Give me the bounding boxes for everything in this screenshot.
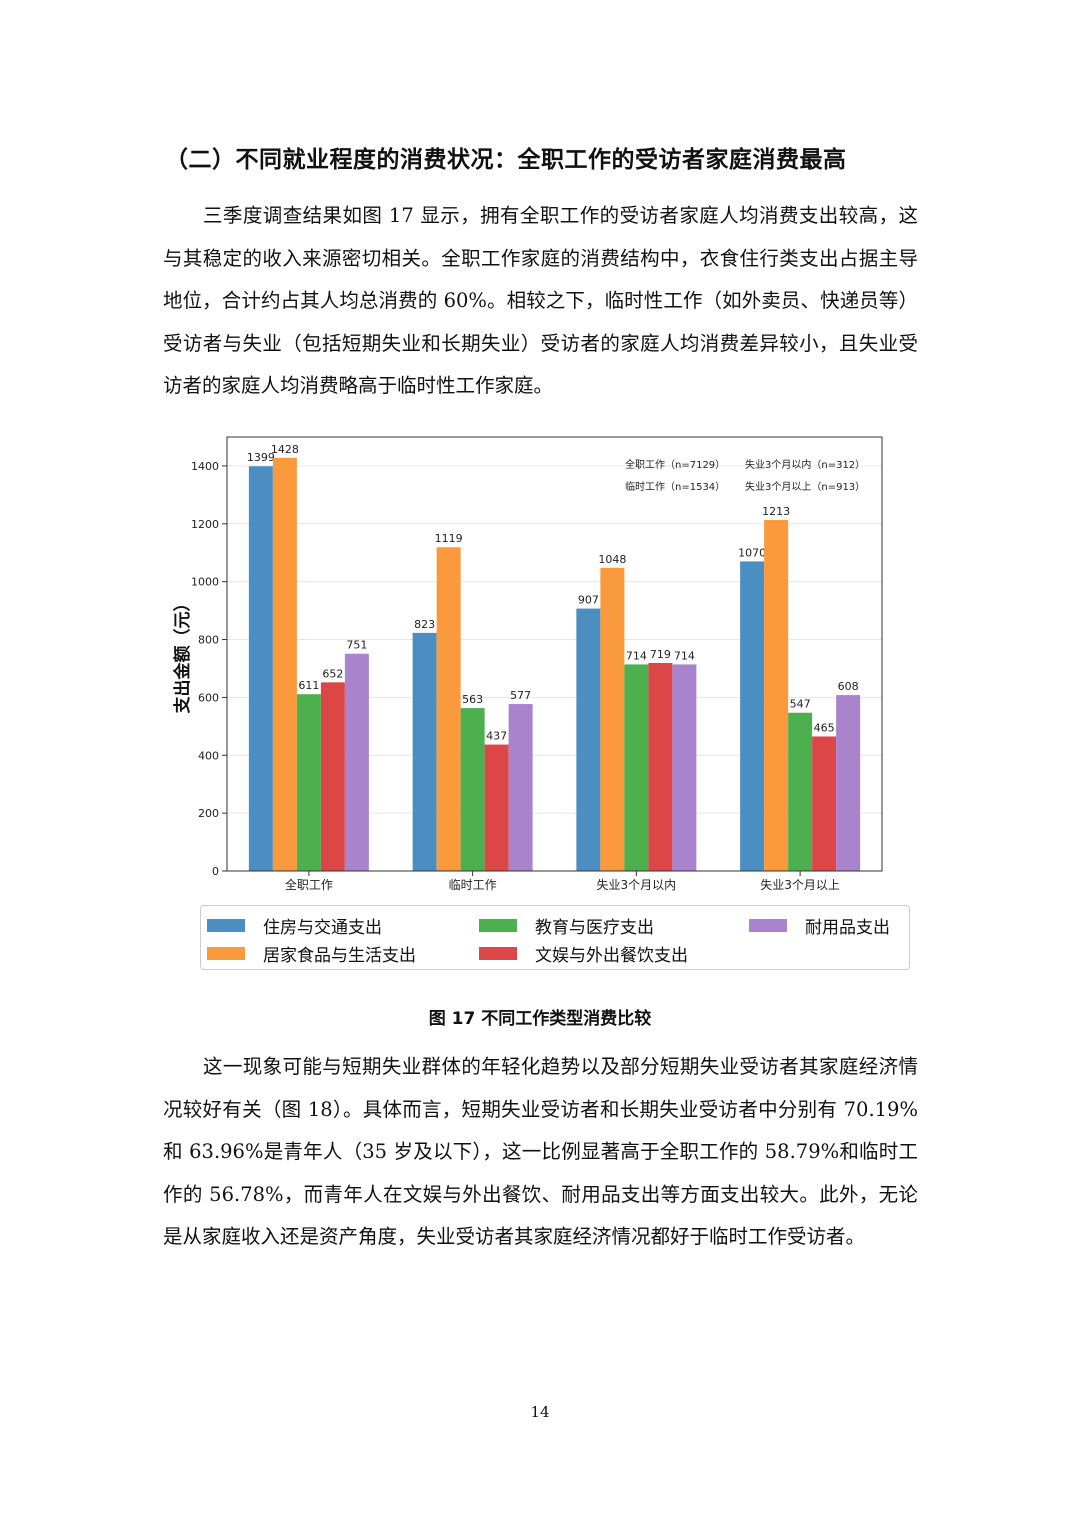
bar bbox=[788, 712, 813, 871]
section-heading: （二）不同就业程度的消费状况：全职工作的受访者家庭消费最高 bbox=[165, 147, 847, 173]
bar bbox=[460, 708, 485, 871]
legend-label: 教育与医疗支出 bbox=[535, 918, 654, 938]
bar-value-label: 465 bbox=[814, 721, 835, 734]
y-tick-label: 0 bbox=[212, 865, 219, 878]
bar bbox=[624, 664, 649, 871]
sample-size-label: 失业3个月以上（n=913） bbox=[745, 480, 865, 493]
bar-value-label: 608 bbox=[838, 680, 859, 693]
bar-value-label: 437 bbox=[486, 730, 507, 743]
bar-value-label: 1213 bbox=[762, 505, 790, 518]
legend-label: 文娱与外出餐饮支出 bbox=[535, 946, 688, 966]
bar-value-label: 714 bbox=[626, 649, 647, 662]
bar-value-label: 1399 bbox=[247, 451, 275, 464]
y-tick-label: 400 bbox=[198, 749, 219, 762]
bar bbox=[648, 662, 673, 871]
bar bbox=[672, 664, 697, 871]
bar bbox=[412, 632, 437, 871]
y-tick-label: 1000 bbox=[191, 576, 219, 589]
bar bbox=[248, 466, 273, 871]
bar bbox=[296, 694, 321, 871]
legend-label: 住房与交通支出 bbox=[263, 918, 382, 938]
paragraph-1: 三季度调查结果如图 17 显示，拥有全职工作的受访者家庭人均消费支出较高，这与其… bbox=[163, 195, 918, 408]
y-tick-label: 200 bbox=[198, 807, 219, 820]
bar bbox=[484, 744, 509, 871]
legend-item: 文娱与外出餐饮支出 bbox=[479, 941, 688, 966]
legend-item: 居家食品与生活支出 bbox=[207, 941, 416, 966]
chart-legend: 住房与交通支出 居家食品与生活支出 教育与医疗支出 文娱与外出餐饮支出 耐用品支… bbox=[200, 905, 910, 970]
legend-item: 耐用品支出 bbox=[749, 913, 890, 938]
bar-value-label: 563 bbox=[462, 693, 483, 706]
legend-swatch bbox=[479, 947, 517, 960]
y-axis-label: 支出金额（元） bbox=[172, 595, 193, 714]
x-tick-label: 失业3个月以上 bbox=[760, 877, 840, 892]
sample-size-label: 全职工作（n=7129） bbox=[625, 458, 725, 471]
bar bbox=[740, 561, 765, 871]
legend-swatch bbox=[207, 947, 245, 960]
paragraph-2-text: 这一现象可能与短期失业群体的年轻化趋势以及部分短期失业受访者其家庭经济情况较好有… bbox=[163, 1055, 918, 1248]
bar bbox=[836, 695, 861, 871]
legend-swatch bbox=[479, 919, 517, 932]
bar bbox=[272, 457, 297, 871]
figure-caption: 图 17 不同工作类型消费比较 bbox=[428, 1009, 652, 1029]
bar bbox=[764, 520, 789, 871]
bar bbox=[320, 682, 345, 871]
bar-value-label: 1070 bbox=[738, 546, 766, 559]
y-tick-label: 1200 bbox=[191, 518, 219, 531]
y-tick-label: 800 bbox=[198, 634, 219, 647]
legend-label: 耐用品支出 bbox=[805, 918, 890, 938]
bar-value-label: 823 bbox=[414, 618, 435, 631]
y-tick-label: 1400 bbox=[191, 460, 219, 473]
bar bbox=[436, 547, 461, 871]
plot-frame bbox=[226, 436, 883, 872]
legend-swatch bbox=[207, 919, 245, 932]
bar-value-label: 1119 bbox=[435, 532, 463, 545]
y-tick-label: 600 bbox=[198, 691, 219, 704]
bar-value-label: 577 bbox=[510, 689, 531, 702]
bar bbox=[812, 736, 837, 871]
sample-size-label: 失业3个月以内（n=312） bbox=[745, 458, 865, 471]
bar-value-label: 1048 bbox=[598, 553, 626, 566]
bar bbox=[508, 704, 533, 871]
bar bbox=[344, 653, 369, 871]
x-tick-label: 临时工作 bbox=[449, 878, 497, 892]
bar-value-label: 547 bbox=[790, 698, 811, 711]
paragraph-2: 这一现象可能与短期失业群体的年轻化趋势以及部分短期失业受访者其家庭经济情况较好有… bbox=[163, 1046, 918, 1259]
paragraph-1-text: 三季度调查结果如图 17 显示，拥有全职工作的受访者家庭人均消费支出较高，这与其… bbox=[163, 204, 918, 397]
sample-size-label: 临时工作（n=1534） bbox=[625, 480, 725, 493]
legend-swatch bbox=[749, 919, 787, 932]
bar-value-label: 719 bbox=[650, 648, 671, 661]
bar bbox=[600, 567, 625, 871]
page-number: 14 bbox=[530, 1403, 550, 1421]
legend-label: 居家食品与生活支出 bbox=[263, 946, 416, 966]
bar-value-label: 907 bbox=[578, 594, 599, 607]
legend-item: 住房与交通支出 bbox=[207, 913, 382, 938]
bar-value-label: 611 bbox=[298, 679, 319, 692]
x-tick-label: 全职工作 bbox=[285, 877, 333, 892]
bar bbox=[576, 608, 601, 871]
bar-value-label: 714 bbox=[674, 649, 695, 662]
legend-item: 教育与医疗支出 bbox=[479, 913, 654, 938]
bar-value-label: 751 bbox=[346, 639, 367, 652]
bar-value-label: 652 bbox=[322, 667, 343, 680]
bar-value-label: 1428 bbox=[271, 443, 299, 456]
x-tick-label: 失业3个月以内 bbox=[597, 877, 677, 892]
